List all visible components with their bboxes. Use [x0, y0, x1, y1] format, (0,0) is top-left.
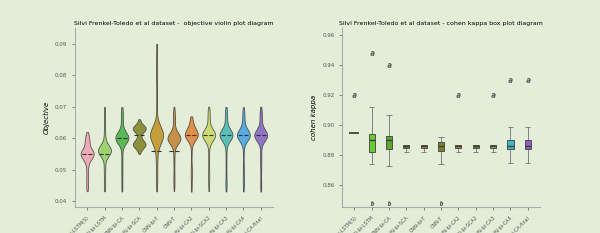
Bar: [508, 140, 514, 149]
Bar: [455, 145, 461, 147]
Bar: [490, 145, 496, 147]
Title: Silvi Frenkel-Toledo et al dataset -  objective violin plot diagram: Silvi Frenkel-Toledo et al dataset - obj…: [74, 21, 274, 26]
Bar: [525, 140, 531, 149]
Y-axis label: cohen kappa: cohen kappa: [311, 95, 317, 140]
Bar: [421, 145, 427, 147]
Bar: [403, 145, 409, 147]
Y-axis label: Objective: Objective: [43, 101, 50, 134]
Title: Silvi Frenkel-Toledo et al dataset - cohen kappa box plot diagram: Silvi Frenkel-Toledo et al dataset - coh…: [339, 21, 543, 26]
Bar: [473, 145, 479, 147]
Bar: [438, 142, 444, 151]
Bar: [368, 134, 374, 152]
Bar: [386, 136, 392, 149]
